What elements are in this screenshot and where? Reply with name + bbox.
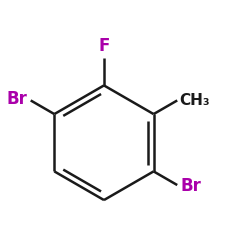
Text: F: F: [98, 37, 110, 55]
Text: CH₃: CH₃: [180, 93, 210, 108]
Text: Br: Br: [180, 178, 202, 196]
Text: Br: Br: [6, 90, 28, 108]
